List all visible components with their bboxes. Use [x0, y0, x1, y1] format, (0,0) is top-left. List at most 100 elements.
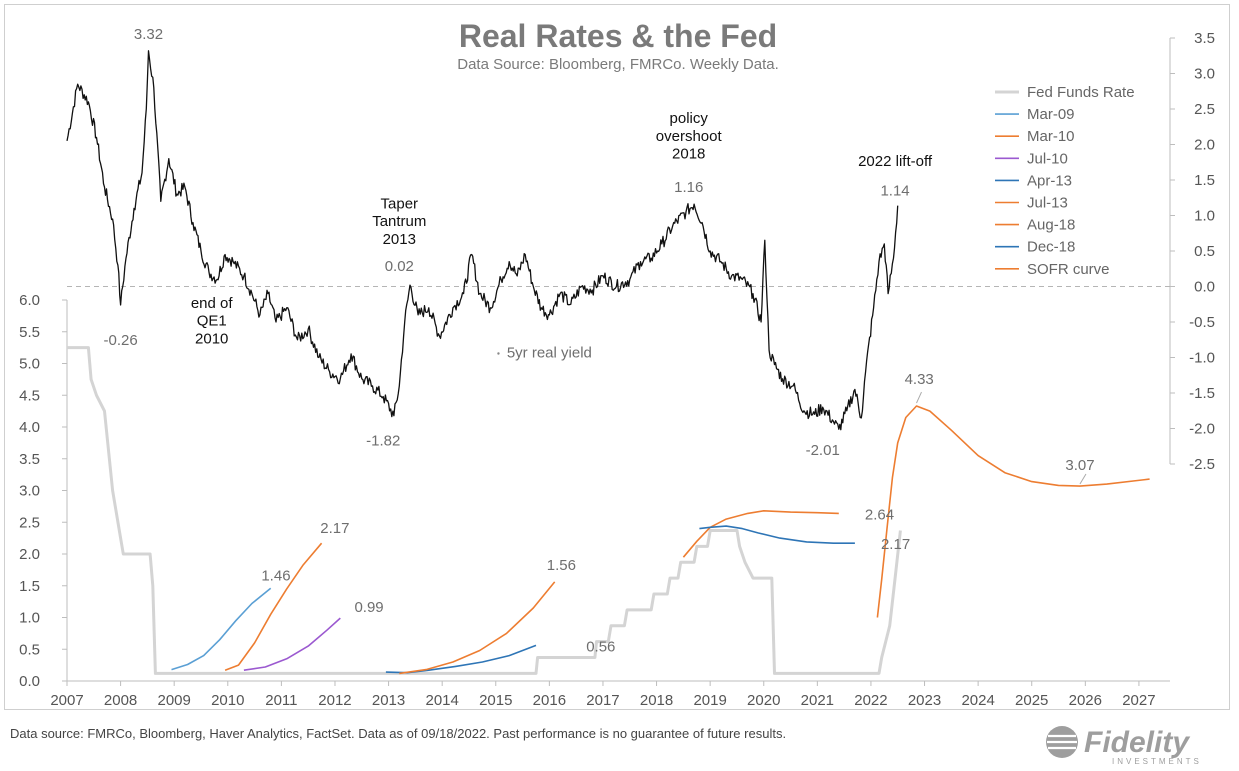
- x-tick-label: 2016: [533, 692, 566, 709]
- legend-label: Mar-10: [1027, 128, 1075, 145]
- right-tick-label: 0.5: [1194, 243, 1215, 260]
- annotation-label: 2.17: [320, 520, 349, 537]
- annotation-label: 0.02: [385, 258, 414, 275]
- logo-subtext: INVESTMENTS: [1112, 757, 1202, 766]
- right-tick-label: 2.0: [1194, 137, 1215, 154]
- legend-label: Fed Funds Rate: [1027, 84, 1135, 101]
- legend-label: SOFR curve: [1027, 261, 1110, 278]
- right-tick-label: 3.0: [1194, 66, 1215, 83]
- right-tick-label: 1.5: [1194, 172, 1215, 189]
- annotation-label: 1.14: [880, 183, 909, 200]
- annotation-label: -0.26: [103, 332, 137, 349]
- right-tick-label: -0.5: [1189, 314, 1215, 331]
- left-tick-label: 3.5: [19, 451, 40, 468]
- x-tick-label: 2015: [479, 692, 512, 709]
- right-tick-label: -1.0: [1189, 350, 1215, 367]
- chart-subtitle: Data Source: Bloomberg, FMRCo. Weekly Da…: [457, 56, 779, 73]
- left-tick-label: 1.0: [19, 610, 40, 627]
- legend-label: Aug-18: [1027, 217, 1075, 234]
- annotation-label: -2.01: [806, 442, 840, 459]
- series-line-aug-18: [682, 510, 839, 558]
- series-line-5yr-real-yield: [66, 50, 899, 431]
- callout-leader-4-33: [916, 391, 922, 404]
- left-tick-label: 5.5: [19, 324, 40, 341]
- annotation-label: policy: [670, 110, 709, 127]
- annotation-label: 0.99: [354, 599, 383, 616]
- x-tick-label: 2013: [372, 692, 405, 709]
- left-tick-label: 4.5: [19, 387, 40, 404]
- annotation-label: 5yr real yield: [507, 345, 592, 362]
- callout-leader-3-07: [1079, 473, 1087, 485]
- right-tick-label: 2.5: [1194, 101, 1215, 118]
- annotation-label: 2.64: [865, 506, 894, 523]
- x-tick-label: 2007: [50, 692, 83, 709]
- x-tick-label: 2022: [854, 692, 887, 709]
- x-tick-label: 2014: [425, 692, 458, 709]
- x-tick-label: 2019: [693, 692, 726, 709]
- right-tick-label: -1.5: [1189, 385, 1215, 402]
- x-tick-label: 2017: [586, 692, 619, 709]
- x-tick-label: 2009: [158, 692, 191, 709]
- annotation-label: -1.82: [366, 433, 400, 450]
- legend-label: Mar-09: [1027, 106, 1075, 123]
- x-tick-label: 2020: [747, 692, 780, 709]
- annotation-label: 2022 lift-off: [858, 153, 933, 170]
- globe-icon: [1046, 726, 1078, 758]
- right-tick-label: 3.5: [1194, 30, 1215, 47]
- annotation-label: end of: [191, 295, 234, 312]
- left-tick-label: 0.5: [19, 641, 40, 658]
- series-line-jul-10: [243, 617, 341, 671]
- x-tick-label: 2010: [211, 692, 244, 709]
- right-tick-label: 0.0: [1194, 279, 1215, 296]
- annotation-label: 0.56: [586, 638, 615, 655]
- series-marker-dot: [497, 352, 500, 355]
- legend-label: Dec-18: [1027, 239, 1075, 256]
- left-tick-label: 3.0: [19, 483, 40, 500]
- left-tick-label: 5.0: [19, 356, 40, 373]
- annotation-label: 2018: [672, 146, 705, 163]
- series-line-mar-09: [171, 587, 272, 671]
- annotation-label: 3.32: [134, 26, 163, 43]
- series-line-sofr-curve: [876, 405, 1150, 618]
- legend-label: Apr-13: [1027, 172, 1072, 189]
- legend-label: Jul-10: [1027, 150, 1068, 167]
- series-line-mar-10: [224, 542, 323, 671]
- annotation-label: 3.07: [1065, 457, 1094, 474]
- annotation-label: Tantrum: [372, 213, 426, 230]
- annotation-label: Taper: [381, 195, 419, 212]
- left-tick-label: 2.0: [19, 546, 40, 563]
- x-tick-label: 2008: [104, 692, 137, 709]
- left-tick-label: 0.0: [19, 673, 40, 690]
- annotation-label: QE1: [197, 313, 227, 330]
- fidelity-logo: Fidelity INVESTMENTS: [1046, 726, 1202, 766]
- annotation-label: 1.16: [674, 179, 703, 196]
- x-tick-label: 2027: [1122, 692, 1155, 709]
- x-tick-label: 2021: [801, 692, 834, 709]
- x-tick-label: 2023: [908, 692, 941, 709]
- footer-note: Data source: FMRCo, Bloomberg, Haver Ana…: [10, 726, 787, 741]
- left-tick-label: 6.0: [19, 292, 40, 309]
- series-line-fed-funds-rate: [67, 346, 902, 675]
- right-tick-label: 1.0: [1194, 208, 1215, 225]
- left-tick-label: 2.5: [19, 514, 40, 531]
- x-tick-label: 2026: [1069, 692, 1102, 709]
- series-line-dec-18: [699, 525, 855, 544]
- logo-wordmark: Fidelity: [1084, 726, 1190, 759]
- left-tick-label: 1.5: [19, 578, 40, 595]
- right-tick-label: -2.0: [1189, 421, 1215, 438]
- annotation-label: 1.46: [261, 567, 290, 584]
- series-line-jul-13: [399, 581, 556, 675]
- annotation-label: overshoot: [656, 128, 723, 145]
- legend-label: Jul-13: [1027, 195, 1068, 212]
- annotation-label: 2013: [383, 231, 416, 248]
- right-tick-label: -2.5: [1189, 456, 1215, 473]
- annotation-label: 4.33: [905, 371, 934, 388]
- x-tick-label: 2025: [1015, 692, 1048, 709]
- annotation-label: 2010: [195, 330, 228, 347]
- x-tick-label: 2018: [640, 692, 673, 709]
- chart-title: Real Rates & the Fed: [458, 18, 778, 54]
- chart-frame: [4, 4, 1230, 710]
- x-tick-label: 2011: [265, 692, 297, 709]
- annotation-label: 2.17: [881, 536, 910, 553]
